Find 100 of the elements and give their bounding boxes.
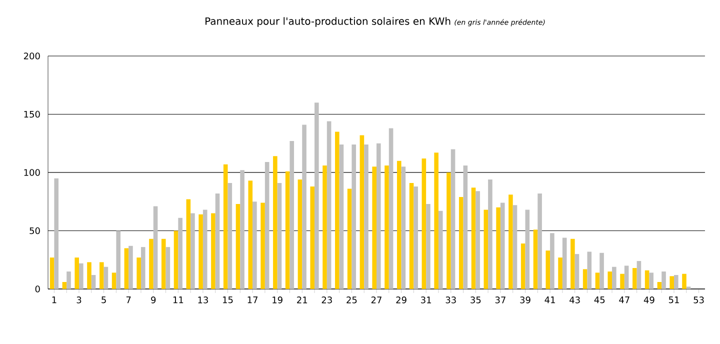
bar xyxy=(99,262,104,289)
x-tick-label: 43 xyxy=(570,296,580,304)
y-tick-label: 50 xyxy=(30,227,40,234)
bar xyxy=(372,166,376,289)
x-tick-label: 37 xyxy=(495,296,506,304)
bar xyxy=(290,141,294,289)
bar xyxy=(587,252,592,289)
bar xyxy=(79,263,84,289)
bar xyxy=(104,266,108,289)
x-tick-label: 3 xyxy=(76,296,82,304)
bar xyxy=(277,182,282,289)
bar xyxy=(632,268,637,289)
bar xyxy=(186,199,191,289)
y-tick-label: 0 xyxy=(35,286,40,292)
bar xyxy=(364,144,368,289)
bar xyxy=(558,258,562,289)
bar xyxy=(426,204,430,289)
bar xyxy=(260,202,265,289)
bar xyxy=(136,258,141,289)
chart-title: Panneaux pour l'auto-production solaires en KWh xyxy=(206,17,450,27)
x-tick-label: 17 xyxy=(248,296,258,304)
bar xyxy=(116,230,120,289)
bar xyxy=(662,272,666,289)
x-tick-label: 19 xyxy=(272,296,282,304)
x-tick-label: 29 xyxy=(396,296,406,304)
bar xyxy=(525,210,530,289)
bar xyxy=(546,250,550,289)
bar xyxy=(302,124,306,289)
bar xyxy=(74,258,79,289)
bar xyxy=(174,230,178,289)
bar xyxy=(608,272,612,289)
x-tick-label: 31 xyxy=(421,296,431,304)
bar xyxy=(574,254,580,289)
bar xyxy=(570,238,575,289)
x-tick-label: 47 xyxy=(619,296,630,304)
bar xyxy=(236,204,240,289)
bar xyxy=(211,213,216,289)
x-tick-label: 21 xyxy=(297,296,308,304)
x-tick-label: 13 xyxy=(198,296,208,304)
bar xyxy=(476,191,480,289)
bar xyxy=(376,143,381,289)
bar xyxy=(326,121,332,289)
bar xyxy=(112,272,116,289)
bar xyxy=(674,275,678,289)
x-tick-label: 49 xyxy=(644,296,654,304)
x-tick-label: 1 xyxy=(52,296,56,304)
x-tick-label: 9 xyxy=(151,296,156,304)
x-tick-label: 39 xyxy=(520,296,530,304)
bar xyxy=(347,188,352,289)
bar xyxy=(310,186,315,289)
bar xyxy=(562,238,567,289)
bar xyxy=(670,276,674,289)
bar xyxy=(252,202,257,289)
bar xyxy=(414,186,418,289)
bar xyxy=(484,210,488,289)
bar xyxy=(458,196,464,289)
bar xyxy=(463,166,468,289)
bar xyxy=(636,261,642,289)
bar xyxy=(62,282,67,289)
bar xyxy=(335,132,340,289)
bar xyxy=(178,218,182,289)
bar xyxy=(66,272,71,289)
x-tick-label: 5 xyxy=(102,296,106,304)
y-tick-label: 150 xyxy=(24,110,40,118)
bar xyxy=(538,193,542,289)
x-tick-label: 45 xyxy=(594,296,605,304)
bar xyxy=(600,252,604,289)
bar xyxy=(649,272,654,289)
bar xyxy=(396,160,402,289)
bar xyxy=(496,207,500,289)
bar xyxy=(140,247,146,289)
bar xyxy=(422,158,426,289)
bar xyxy=(339,144,344,289)
y-tick-label: 100 xyxy=(24,169,40,176)
bar xyxy=(128,246,133,289)
bar xyxy=(434,152,438,289)
bar xyxy=(682,274,686,289)
x-tick-label: 33 xyxy=(446,296,456,304)
bar xyxy=(54,178,59,289)
bar xyxy=(582,269,588,289)
bar xyxy=(322,166,327,289)
x-tick-label: 15 xyxy=(223,296,233,304)
bar xyxy=(384,166,389,289)
bar xyxy=(488,179,492,289)
bar xyxy=(298,179,302,289)
bar xyxy=(508,194,513,289)
bar xyxy=(87,262,92,289)
y-tick-label: 200 xyxy=(24,52,40,60)
bar xyxy=(50,258,54,289)
x-tick-label: 27 xyxy=(371,296,382,304)
bar xyxy=(285,171,290,289)
bar xyxy=(314,102,319,289)
bar xyxy=(595,272,600,289)
x-tick-label: 23 xyxy=(322,296,332,304)
bar xyxy=(533,230,538,289)
x-tick-label: 41 xyxy=(544,296,555,304)
bar xyxy=(644,270,650,289)
bar xyxy=(409,182,414,289)
bar xyxy=(273,156,278,289)
bar xyxy=(352,144,356,289)
